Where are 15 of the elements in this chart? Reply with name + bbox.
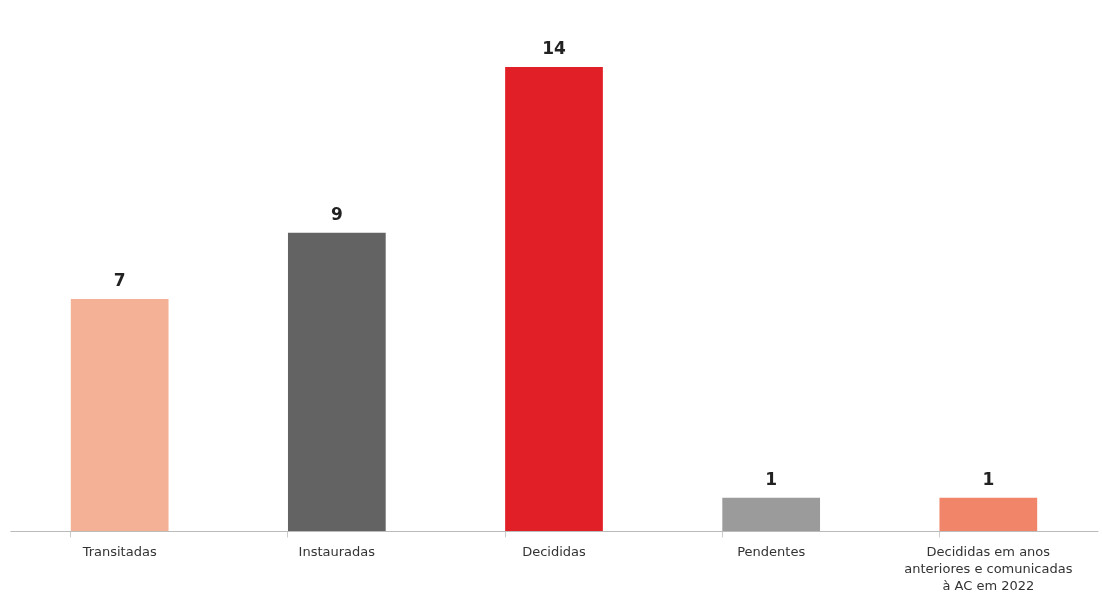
data-label: 1 xyxy=(765,468,778,489)
bar xyxy=(70,299,169,531)
data-label: 14 xyxy=(542,38,566,58)
data-label: 7 xyxy=(113,270,126,290)
bar xyxy=(505,67,603,531)
x-tick-label: Decididas xyxy=(522,543,587,559)
x-tick-label: Pendentes xyxy=(737,543,806,559)
x-tick-label: Instauradas xyxy=(298,543,376,559)
bar xyxy=(287,232,386,531)
bar xyxy=(939,497,1038,531)
x-tick-label: Transitadas xyxy=(81,543,157,559)
x-tick-label: Decididas em anos anteriores e comunicadas à AC em 2022 xyxy=(904,543,1073,593)
data-label: 9 xyxy=(330,203,343,224)
bar xyxy=(722,497,821,531)
data-label: 1 xyxy=(982,468,995,489)
